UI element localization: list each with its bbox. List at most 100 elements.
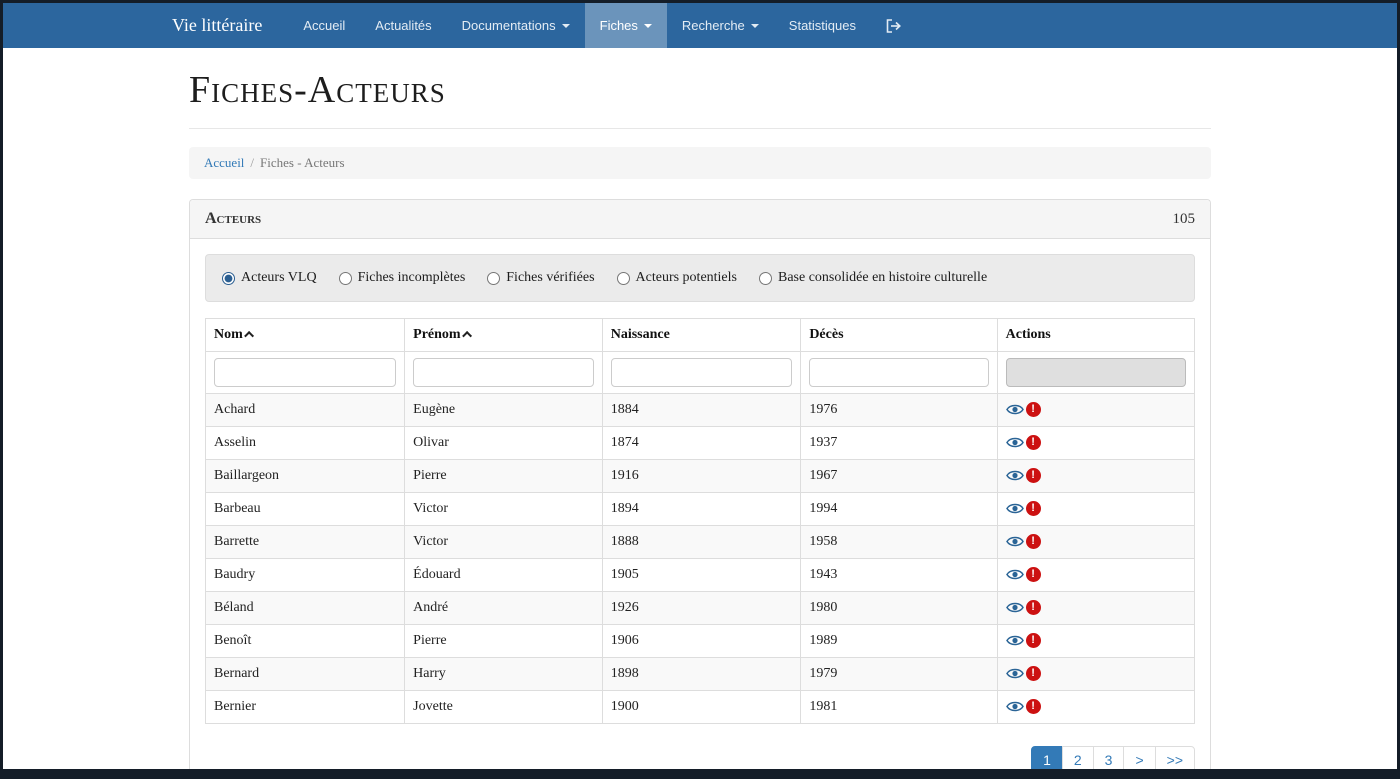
nav-item-recherche[interactable]: Recherche: [667, 3, 774, 48]
filter-radio-base-consolidee-en-histoire-culturelle[interactable]: Base consolidée en histoire culturelle: [759, 270, 987, 286]
nav-item-documentations[interactable]: Documentations: [447, 3, 585, 48]
cell-prenom: André: [404, 591, 603, 625]
filter-input-prenom[interactable]: [413, 358, 594, 387]
cell-naissance: 1916: [601, 459, 802, 493]
alert-icon[interactable]: [1025, 666, 1041, 682]
nav-item-accueil[interactable]: Accueil: [303, 18, 346, 33]
pagination-item-[interactable]: >: [1123, 746, 1156, 769]
cell-nom: Béland: [204, 591, 406, 625]
cell-nom: Baudry: [204, 558, 406, 592]
table-row: Baudry Édouard 1905 1943: [204, 558, 1196, 592]
table-row: Barrette Victor 1888 1958: [204, 525, 1196, 559]
radio-input[interactable]: [759, 271, 772, 285]
alert-icon[interactable]: [1025, 468, 1041, 484]
breadcrumb-home-link[interactable]: Accueil: [204, 155, 245, 170]
view-icon[interactable]: [1005, 502, 1024, 515]
caret-down-icon: [750, 23, 759, 28]
cell-nom: Bernier: [204, 690, 406, 724]
sign-out-icon[interactable]: [871, 3, 916, 48]
view-icon[interactable]: [1005, 469, 1024, 482]
cell-nom: Baillargeon: [204, 459, 406, 493]
alert-icon[interactable]: [1025, 567, 1041, 583]
breadcrumb-separator: /: [250, 155, 255, 170]
panel-count: 105: [1172, 210, 1196, 227]
filter-radio-group: Acteurs VLQ Fiches incomplètes Fiches vé…: [205, 254, 1195, 302]
filter-radio-fiches-verifiees[interactable]: Fiches vérifiées: [487, 270, 595, 286]
cell-naissance: 1874: [601, 426, 802, 460]
alert-icon[interactable]: [1025, 435, 1041, 451]
pagination-item-1[interactable]: 1: [1031, 746, 1063, 769]
filter-input-deces[interactable]: [809, 358, 989, 387]
view-icon[interactable]: [1005, 601, 1024, 614]
navbar-menu: Accueil Actualités Documentations Fiches…: [288, 3, 871, 48]
pagination-item-[interactable]: >>: [1154, 746, 1195, 769]
cell-naissance: 1888: [601, 525, 802, 559]
nav-item-actualites[interactable]: Actualités: [375, 18, 432, 33]
cell-deces: 1976: [800, 393, 998, 427]
cell-deces: 1980: [800, 591, 998, 625]
cell-deces: 1979: [800, 657, 998, 691]
alert-icon[interactable]: [1025, 699, 1041, 715]
filter-input-nom[interactable]: [214, 358, 397, 387]
cell-prenom: Pierre: [404, 459, 603, 493]
nav-item-statistiques[interactable]: Statistiques: [788, 18, 856, 33]
pagination-item-2[interactable]: 2: [1061, 746, 1094, 769]
table-body: Achard Eugène 1884 1976 Asselin Olivar 1…: [204, 393, 1196, 724]
filter-radio-acteurs-vlq[interactable]: Acteurs VLQ: [222, 270, 317, 286]
pagination-item-3[interactable]: 3: [1092, 746, 1125, 769]
table-row: Bernier Jovette 1900 1981: [204, 690, 1196, 724]
cell-actions: [996, 525, 1196, 559]
cell-naissance: 1906: [601, 624, 802, 658]
filter-radio-fiches-incompletes[interactable]: Fiches incomplètes: [338, 270, 465, 286]
cell-prenom: Victor: [404, 492, 603, 526]
alert-icon[interactable]: [1025, 534, 1041, 550]
radio-input[interactable]: [338, 271, 352, 285]
view-icon[interactable]: [1005, 403, 1024, 416]
radio-input[interactable]: [487, 271, 501, 285]
cell-prenom: Pierre: [404, 624, 603, 658]
filter-radio-acteurs-potentiels[interactable]: Acteurs potentiels: [616, 270, 737, 286]
filter-input-naissance[interactable]: [610, 358, 793, 387]
column-header-nom[interactable]: Nom: [204, 318, 406, 352]
sort-asc-icon: [461, 330, 472, 341]
actors-panel: Acteurs 105 Acteurs VLQ Fiches incomplèt…: [189, 199, 1211, 769]
cell-nom: Bernard: [204, 657, 406, 691]
radio-input[interactable]: [616, 271, 630, 285]
cell-deces: 1994: [800, 492, 998, 526]
alert-icon[interactable]: [1025, 402, 1041, 418]
alert-icon[interactable]: [1025, 633, 1041, 649]
cell-prenom: Harry: [404, 657, 603, 691]
column-header-actions: Actions: [996, 318, 1196, 352]
brand[interactable]: Vie littéraire: [172, 15, 263, 35]
pagination: 1 2 3 > >>: [1031, 746, 1195, 769]
cell-deces: 1958: [800, 525, 998, 559]
panel-title: Acteurs: [205, 210, 262, 227]
column-header-prenom[interactable]: Prénom: [404, 318, 603, 352]
table-head: Nom Prénom Naissance Décès Actions: [204, 318, 1196, 394]
radio-input[interactable]: [222, 271, 235, 285]
navbar: Vie littéraire Accueil Actualités Docume…: [3, 3, 1397, 48]
cell-naissance: 1898: [601, 657, 802, 691]
table-row: Achard Eugène 1884 1976: [204, 393, 1196, 427]
view-icon[interactable]: [1005, 535, 1024, 548]
breadcrumb-current: Fiches - Acteurs: [260, 155, 345, 170]
view-icon[interactable]: [1005, 634, 1024, 647]
cell-naissance: 1926: [601, 591, 802, 625]
table-row: Asselin Olivar 1874 1937: [204, 426, 1196, 460]
cell-deces: 1967: [800, 459, 998, 493]
page-title: Fiches-Acteurs: [189, 69, 446, 111]
column-header-naissance: Naissance: [601, 318, 802, 352]
view-icon[interactable]: [1005, 436, 1024, 449]
panel-heading: Acteurs 105: [190, 200, 1210, 239]
view-icon[interactable]: [1005, 667, 1024, 680]
alert-icon[interactable]: [1025, 600, 1041, 616]
cell-nom: Barbeau: [204, 492, 406, 526]
filter-row: [204, 351, 1196, 394]
caret-down-icon: [643, 23, 652, 28]
alert-icon[interactable]: [1025, 501, 1041, 517]
view-icon[interactable]: [1005, 700, 1024, 713]
view-icon[interactable]: [1005, 568, 1024, 581]
cell-naissance: 1884: [601, 393, 802, 427]
nav-item-fiches[interactable]: Fiches: [584, 3, 667, 48]
